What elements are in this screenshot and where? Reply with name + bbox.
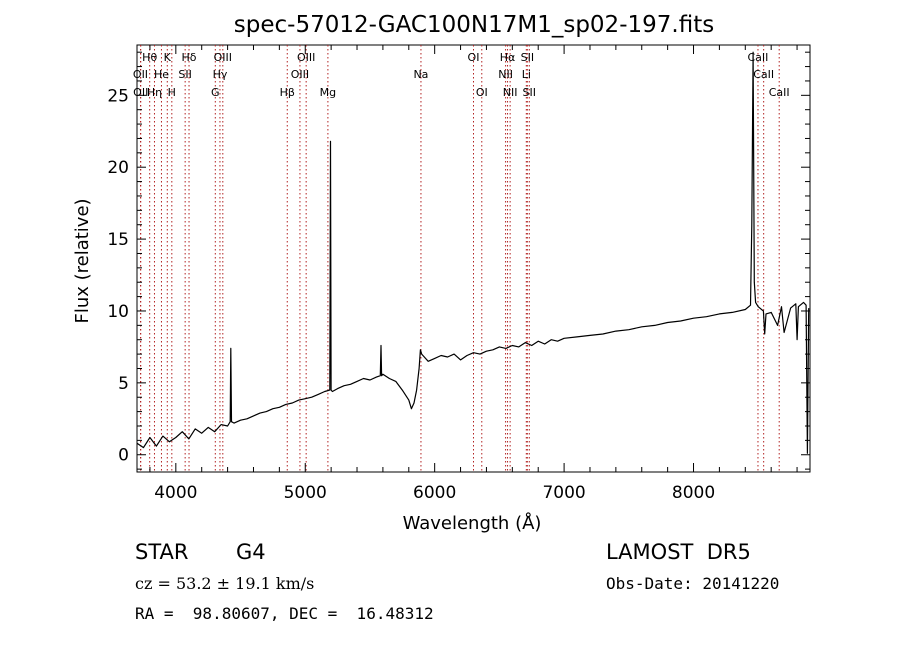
- reference-line-label: OI: [468, 51, 480, 64]
- reference-line-label: Mg: [320, 86, 336, 99]
- reference-line-label: CaII: [748, 51, 769, 64]
- reference-line-label: OIII: [214, 51, 232, 64]
- y-tick-label: 10: [107, 302, 129, 322]
- reference-line-label: Na: [413, 68, 428, 81]
- chart-title: spec-57012-GAC100N17M1_sp02-197.fits: [234, 12, 714, 38]
- reference-line-label: Hθ: [142, 51, 157, 64]
- reference-line-label: OIII: [291, 68, 309, 81]
- x-tick-label: 5000: [284, 483, 327, 503]
- object-subclass: G4: [236, 540, 266, 564]
- reference-line-label: SII: [178, 68, 191, 81]
- y-tick-label: 15: [107, 230, 129, 250]
- reference-line-label: Li: [522, 68, 531, 81]
- y-axis: 0 5 10 15 20 25: [107, 51, 810, 470]
- object-class: STAR: [135, 540, 189, 564]
- x-tick-label: 6000: [413, 483, 456, 503]
- x-tick-label: 8000: [672, 483, 715, 503]
- observation-date: Obs-Date: 20141220: [606, 574, 780, 593]
- reference-lines: [139, 45, 780, 472]
- y-tick-label: 25: [107, 86, 129, 106]
- y-tick-label: 5: [118, 374, 129, 394]
- reference-line-label: NII: [503, 86, 518, 99]
- reference-line-label: NII: [498, 68, 513, 81]
- reference-line-label: SII: [523, 86, 536, 99]
- reference-line-label: OI: [476, 86, 488, 99]
- reference-line-label: CaII: [753, 68, 774, 81]
- reference-line-label: Hη: [147, 86, 162, 99]
- reference-line-label: K: [164, 51, 172, 64]
- reference-line-label: He: [154, 68, 169, 81]
- reference-line-label: Hα: [500, 51, 516, 64]
- x-tick-label: 4000: [154, 483, 197, 503]
- reference-line-label: Hβ: [280, 86, 295, 99]
- x-axis-label: Wavelength (Å): [403, 512, 542, 534]
- reference-line-label: OII: [133, 68, 148, 81]
- y-tick-label: 20: [107, 158, 129, 178]
- survey-name: LAMOST DR5: [606, 540, 751, 564]
- reference-line-label: Hγ: [213, 68, 228, 81]
- reference-line-label: H: [168, 86, 176, 99]
- reference-line-label: OIII: [297, 51, 315, 64]
- reference-line-label: G: [211, 86, 220, 99]
- reference-line-label: SII: [521, 51, 534, 64]
- reference-line-label: Hδ: [182, 51, 197, 64]
- coordinates: RA = 98.80607, DEC = 16.48312: [135, 604, 434, 623]
- reference-line-label: CaII: [769, 86, 790, 99]
- x-tick-label: 7000: [542, 483, 585, 503]
- x-axis: 4000 5000 6000 7000 8000: [149, 45, 798, 503]
- spectrum-line: [136, 51, 810, 454]
- redshift-velocity: cz = 53.2 ± 19.1 km/s: [135, 574, 315, 593]
- y-tick-label: 0: [118, 446, 129, 466]
- y-axis-label: Flux (relative): [72, 198, 93, 323]
